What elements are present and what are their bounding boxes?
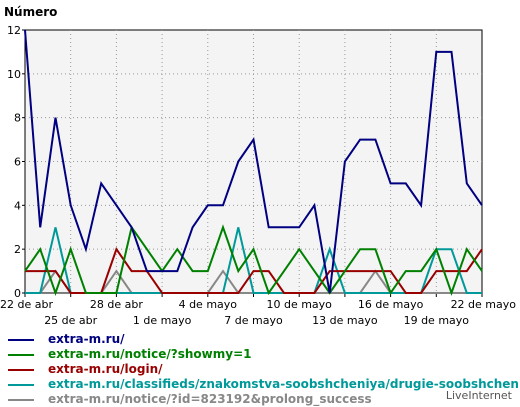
x-tick-label: 16 de mayo bbox=[358, 298, 424, 311]
y-tick-label: 6 bbox=[14, 156, 21, 169]
legend-label: extra-m.ru/login/ bbox=[48, 362, 163, 376]
y-tick-label: 2 bbox=[14, 243, 21, 256]
x-axis: 22 de abr 28 de abr 4 de mayo 10 de mayo 16 … bbox=[0, 293, 516, 327]
legend-swatch bbox=[8, 399, 34, 401]
legend-item: extra-m.ru/classifieds/znakomstva-soobsh… bbox=[8, 377, 520, 392]
x-tick-label: 4 de mayo bbox=[179, 298, 238, 311]
x-tick-label: 7 de mayo bbox=[224, 314, 283, 327]
credit-label: LiveInternet bbox=[445, 389, 512, 402]
x-tick-label: 10 de mayo bbox=[266, 298, 332, 311]
x-tick-label: 13 de mayo bbox=[312, 314, 378, 327]
series-lines bbox=[24, 29, 483, 297]
chart-title: Número bbox=[4, 5, 57, 19]
legend-item: extra-m.ru/notice/?showmy=1 bbox=[8, 347, 520, 362]
y-tick-label: 12 bbox=[7, 24, 21, 37]
y-axis: 0 2 4 6 8 10 12 bbox=[7, 24, 25, 300]
line-chart: Número 0 2 4 6 8 10 12 22 de abr 28 de abr 4 de … bbox=[0, 5, 516, 327]
legend-swatch bbox=[8, 339, 34, 341]
x-tick-label: 22 de mayo bbox=[451, 298, 517, 311]
legend-swatch bbox=[8, 354, 34, 356]
legend-label: extra-m.ru/notice/?id=823192&prolong_suc… bbox=[48, 392, 372, 406]
legend: extra-m.ru/extra-m.ru/notice/?showmy=1 ex… bbox=[8, 332, 520, 407]
legend-swatch bbox=[8, 369, 34, 371]
legend-item: extra-m.ru/notice/?id=823192&prolong_suc… bbox=[8, 392, 520, 407]
x-tick-label: 25 de abr bbox=[44, 314, 97, 327]
legend-item: extra-m.ru/login/ bbox=[8, 362, 520, 377]
x-tick-label: 22 de abr bbox=[0, 298, 53, 311]
x-tick-label: 28 de abr bbox=[90, 298, 143, 311]
legend-swatch bbox=[8, 384, 34, 386]
legend-label: extra-m.ru/ bbox=[48, 332, 125, 346]
y-tick-label: 4 bbox=[14, 199, 21, 212]
x-tick-label: 1 de mayo bbox=[133, 314, 192, 327]
gridlines bbox=[25, 30, 482, 293]
legend-item: extra-m.ru/ bbox=[8, 332, 520, 347]
legend-label: extra-m.ru/classifieds/znakomstva-soobsh… bbox=[48, 377, 520, 391]
legend-label: extra-m.ru/notice/?showmy=1 bbox=[48, 347, 252, 361]
series-line bbox=[24, 29, 483, 294]
y-tick-label: 8 bbox=[14, 112, 21, 125]
series-line bbox=[24, 224, 483, 297]
y-tick-label: 10 bbox=[7, 68, 21, 81]
x-tick-label: 19 de mayo bbox=[404, 314, 470, 327]
y-tick-label: 0 bbox=[14, 287, 21, 300]
